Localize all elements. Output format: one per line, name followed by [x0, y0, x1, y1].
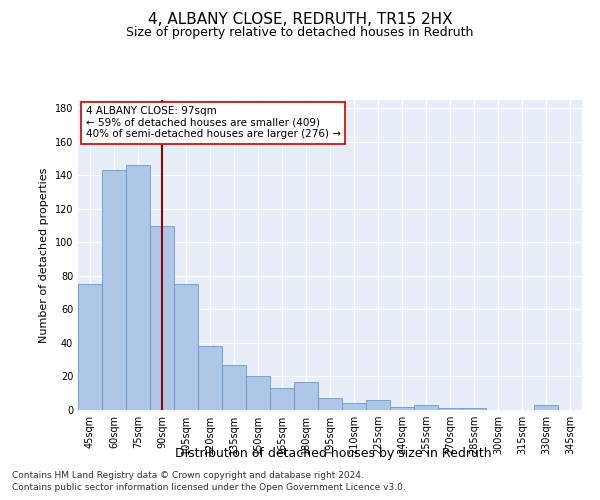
Text: Contains public sector information licensed under the Open Government Licence v3: Contains public sector information licen…: [12, 484, 406, 492]
Bar: [438, 408, 462, 410]
Bar: [414, 405, 438, 410]
Bar: [318, 398, 342, 410]
Bar: [150, 226, 174, 410]
Bar: [270, 388, 294, 410]
Bar: [222, 365, 246, 410]
Bar: [198, 346, 222, 410]
Bar: [366, 400, 390, 410]
Text: 4 ALBANY CLOSE: 97sqm
← 59% of detached houses are smaller (409)
40% of semi-det: 4 ALBANY CLOSE: 97sqm ← 59% of detached …: [86, 106, 341, 140]
Bar: [462, 408, 486, 410]
Bar: [174, 284, 198, 410]
Bar: [390, 406, 414, 410]
Bar: [246, 376, 270, 410]
Y-axis label: Number of detached properties: Number of detached properties: [39, 168, 49, 342]
Text: 4, ALBANY CLOSE, REDRUTH, TR15 2HX: 4, ALBANY CLOSE, REDRUTH, TR15 2HX: [148, 12, 452, 28]
Text: Contains HM Land Registry data © Crown copyright and database right 2024.: Contains HM Land Registry data © Crown c…: [12, 471, 364, 480]
Bar: [342, 404, 366, 410]
Bar: [534, 405, 558, 410]
Bar: [294, 382, 318, 410]
Text: Size of property relative to detached houses in Redruth: Size of property relative to detached ho…: [127, 26, 473, 39]
Bar: [102, 170, 126, 410]
Bar: [126, 166, 150, 410]
Text: Distribution of detached houses by size in Redruth: Distribution of detached houses by size …: [175, 448, 491, 460]
Bar: [78, 284, 102, 410]
